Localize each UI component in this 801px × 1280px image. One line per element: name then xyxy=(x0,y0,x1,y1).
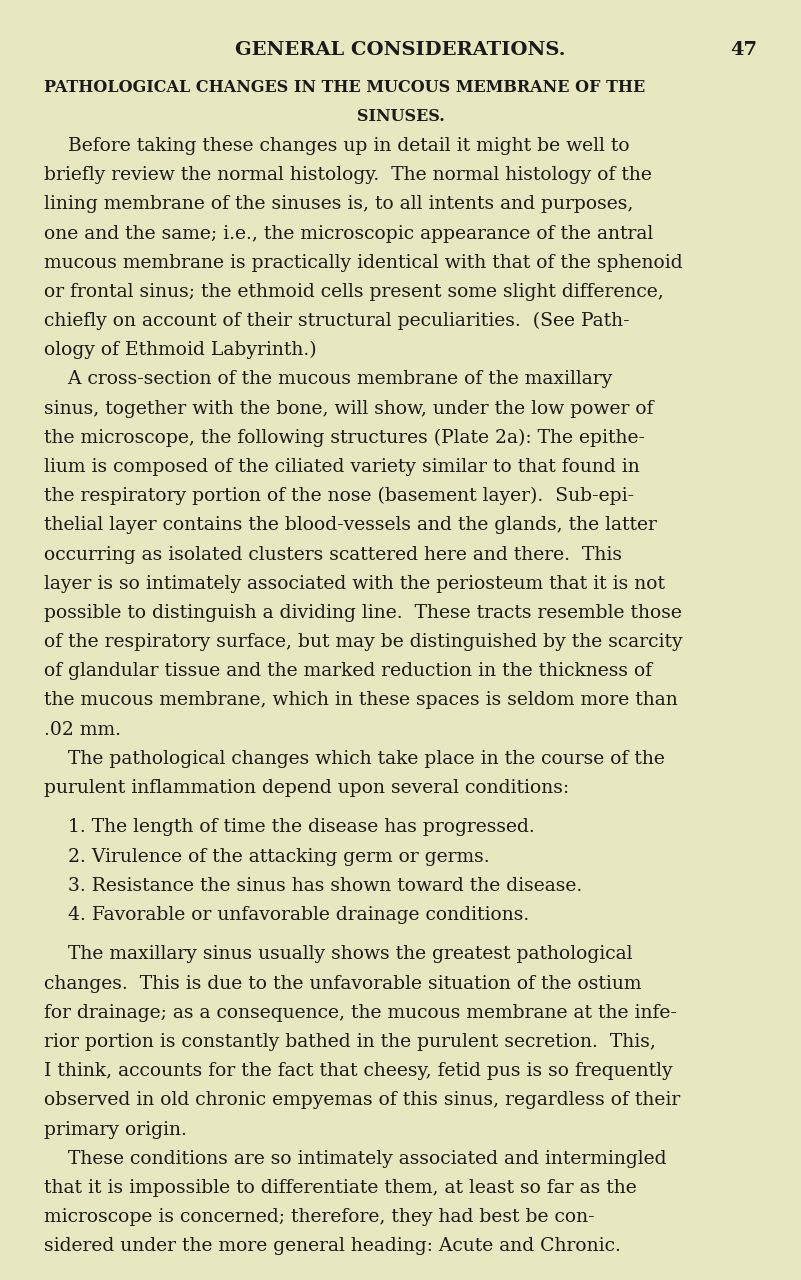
Text: that it is impossible to differentiate them, at least so far as the: that it is impossible to differentiate t… xyxy=(44,1179,637,1197)
Text: ology of Ethmoid Labyrinth.): ology of Ethmoid Labyrinth.) xyxy=(44,342,316,360)
Text: 47: 47 xyxy=(730,41,757,59)
Text: the respiratory portion of the nose (basement layer).  Sub-epi-: the respiratory portion of the nose (bas… xyxy=(44,488,634,506)
Text: or frontal sinus; the ethmoid cells present some slight difference,: or frontal sinus; the ethmoid cells pres… xyxy=(44,283,664,301)
Text: mucous membrane is practically identical with that of the sphenoid: mucous membrane is practically identical… xyxy=(44,253,682,271)
Text: 2. Virulence of the attacking germ or germs.: 2. Virulence of the attacking germ or ge… xyxy=(44,847,489,865)
Text: 3. Resistance the sinus has shown toward the disease.: 3. Resistance the sinus has shown toward… xyxy=(44,877,582,895)
Text: one and the same; i.e., the microscopic appearance of the antral: one and the same; i.e., the microscopic … xyxy=(44,224,654,242)
Text: layer is so intimately associated with the periosteum that it is not: layer is so intimately associated with t… xyxy=(44,575,665,593)
Text: The maxillary sinus usually shows the greatest pathological: The maxillary sinus usually shows the gr… xyxy=(44,946,633,964)
Text: SINUSES.: SINUSES. xyxy=(356,108,445,124)
Text: A cross-section of the mucous membrane of the maxillary: A cross-section of the mucous membrane o… xyxy=(44,370,612,388)
Text: 1. The length of time the disease has progressed.: 1. The length of time the disease has pr… xyxy=(44,818,535,836)
Text: 4. Favorable or unfavorable drainage conditions.: 4. Favorable or unfavorable drainage con… xyxy=(44,906,529,924)
Text: briefly review the normal histology.  The normal histology of the: briefly review the normal histology. The… xyxy=(44,166,652,184)
Text: for drainage; as a consequence, the mucous membrane at the infe-: for drainage; as a consequence, the muco… xyxy=(44,1004,677,1021)
Text: thelial layer contains the blood-vessels and the glands, the latter: thelial layer contains the blood-vessels… xyxy=(44,516,657,534)
Text: microscope is concerned; therefore, they had best be con-: microscope is concerned; therefore, they… xyxy=(44,1208,594,1226)
Text: rior portion is constantly bathed in the purulent secretion.  This,: rior portion is constantly bathed in the… xyxy=(44,1033,656,1051)
Text: of glandular tissue and the marked reduction in the thickness of: of glandular tissue and the marked reduc… xyxy=(44,662,652,680)
Text: lium is composed of the ciliated variety similar to that found in: lium is composed of the ciliated variety… xyxy=(44,458,640,476)
Text: The pathological changes which take place in the course of the: The pathological changes which take plac… xyxy=(44,750,665,768)
Text: Before taking these changes up in detail it might be well to: Before taking these changes up in detail… xyxy=(44,137,630,155)
Text: of the respiratory surface, but may be distinguished by the scarcity: of the respiratory surface, but may be d… xyxy=(44,634,682,652)
Text: changes.  This is due to the unfavorable situation of the ostium: changes. This is due to the unfavorable … xyxy=(44,974,642,992)
Text: the mucous membrane, which in these spaces is seldom more than: the mucous membrane, which in these spac… xyxy=(44,691,678,709)
Text: purulent inflammation depend upon several conditions:: purulent inflammation depend upon severa… xyxy=(44,780,570,797)
Text: the microscope, the following structures (Plate 2a): The epithe-: the microscope, the following structures… xyxy=(44,429,645,447)
Text: These conditions are so intimately associated and intermingled: These conditions are so intimately assoc… xyxy=(44,1149,666,1167)
Text: possible to distinguish a dividing line.  These tracts resemble those: possible to distinguish a dividing line.… xyxy=(44,604,682,622)
Text: lining membrane of the sinuses is, to all intents and purposes,: lining membrane of the sinuses is, to al… xyxy=(44,196,634,214)
Text: GENERAL CONSIDERATIONS.: GENERAL CONSIDERATIONS. xyxy=(235,41,566,59)
Text: primary origin.: primary origin. xyxy=(44,1120,187,1138)
Text: sidered under the more general heading: Acute and Chronic.: sidered under the more general heading: … xyxy=(44,1238,621,1256)
Text: PATHOLOGICAL CHANGES IN THE MUCOUS MEMBRANE OF THE: PATHOLOGICAL CHANGES IN THE MUCOUS MEMBR… xyxy=(44,79,646,96)
Text: occurring as isolated clusters scattered here and there.  This: occurring as isolated clusters scattered… xyxy=(44,545,622,563)
Text: I think, accounts for the fact that cheesy, fetid pus is so frequently: I think, accounts for the fact that chee… xyxy=(44,1062,673,1080)
Text: observed in old chronic empyemas of this sinus, regardless of their: observed in old chronic empyemas of this… xyxy=(44,1092,680,1110)
Text: sinus, together with the bone, will show, under the low power of: sinus, together with the bone, will show… xyxy=(44,399,654,417)
Text: .02 mm.: .02 mm. xyxy=(44,721,121,739)
Text: chiefly on account of their structural peculiarities.  (See Path-: chiefly on account of their structural p… xyxy=(44,312,630,330)
